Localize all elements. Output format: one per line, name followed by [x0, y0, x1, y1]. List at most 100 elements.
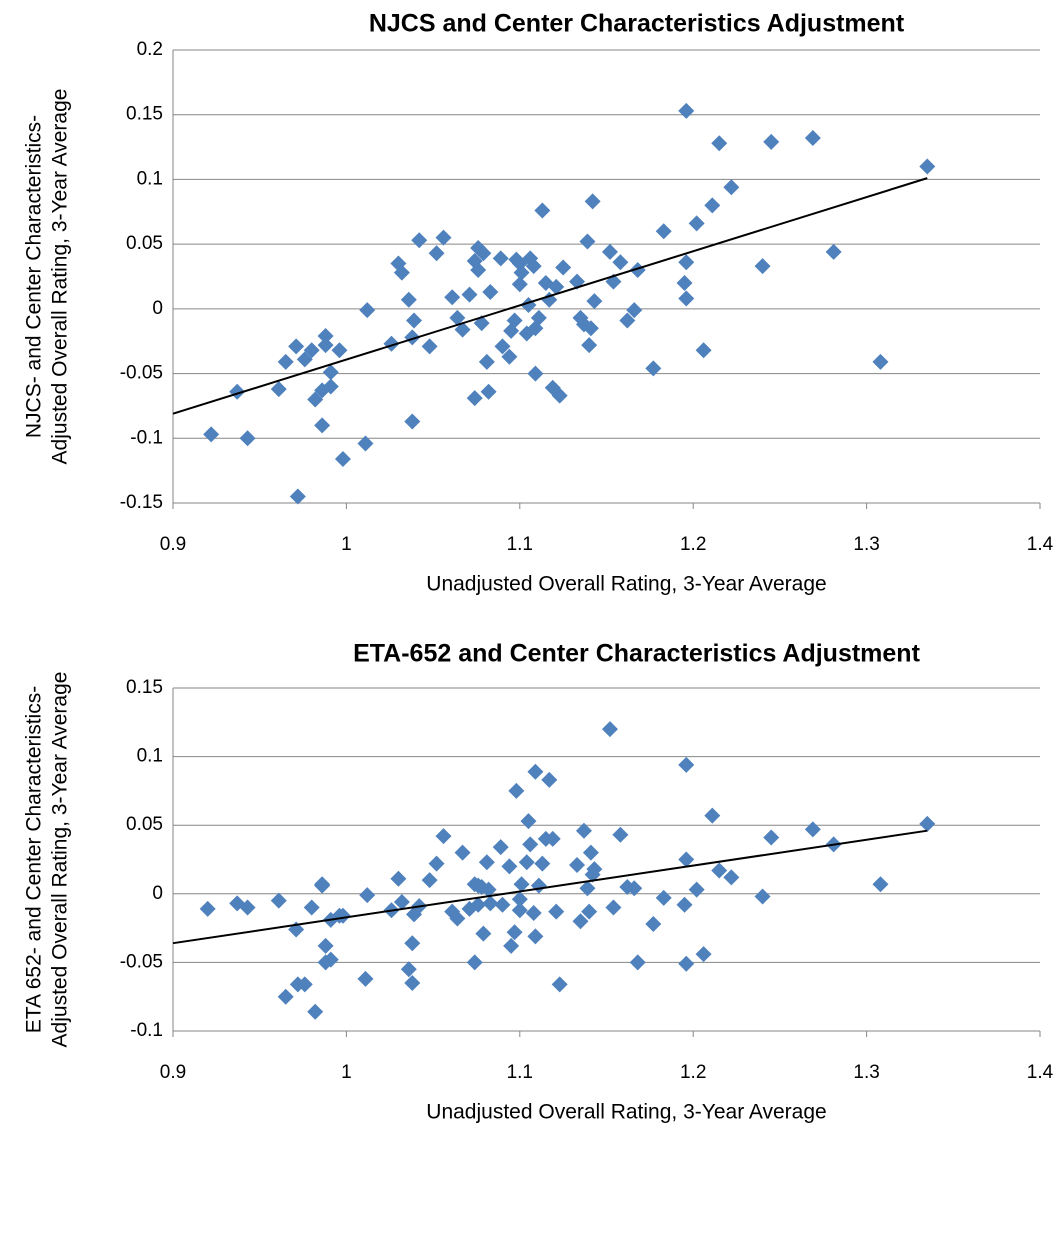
point: [322, 378, 339, 395]
point: [723, 869, 740, 886]
point: [506, 312, 523, 329]
point: [303, 342, 320, 359]
x-tick-label: 1.2: [680, 534, 706, 555]
point: [645, 360, 662, 377]
point: [601, 721, 618, 738]
point: [393, 894, 410, 911]
y-tick-label: -0.1: [130, 1020, 163, 1041]
x-tick-label: 0.9: [160, 1062, 186, 1083]
point: [270, 381, 287, 398]
point: [475, 925, 492, 942]
point: [678, 102, 695, 119]
point: [482, 284, 499, 301]
point: [334, 907, 351, 924]
point: [586, 861, 603, 878]
point: [919, 158, 936, 175]
point: [678, 955, 695, 972]
point: [804, 130, 821, 147]
trend-line: [172, 177, 928, 415]
point: [428, 855, 445, 872]
point: [404, 974, 421, 991]
y-axis-title: NJCS- and Center Characteristics-: [23, 115, 46, 438]
point: [525, 905, 542, 922]
point: [322, 364, 339, 381]
point: [317, 937, 334, 954]
point: [534, 855, 551, 872]
x-tick-label: 1.1: [507, 1062, 533, 1083]
y-tick-label: 0: [152, 298, 163, 319]
point: [466, 390, 483, 407]
point: [501, 858, 518, 875]
point: [678, 756, 695, 773]
x-tick-label: 1.1: [507, 534, 533, 555]
x-tick-label: 0.9: [160, 534, 186, 555]
point: [548, 278, 565, 295]
point: [695, 946, 712, 963]
point: [629, 262, 646, 279]
point: [359, 887, 376, 904]
y-tick-label: 0.05: [126, 233, 163, 254]
point: [480, 383, 497, 400]
point: [421, 338, 438, 355]
y-axis-title: Adjusted Overall Rating, 3-Year Average: [49, 672, 72, 1048]
point: [404, 413, 421, 430]
x-tick-label: 1: [341, 1062, 352, 1083]
point: [239, 899, 256, 916]
x-axis-title: Unadjusted Overall Rating, 3-Year Averag…: [426, 1101, 826, 1124]
point: [288, 338, 305, 355]
point: [470, 262, 487, 279]
point: [203, 426, 220, 443]
point: [508, 782, 525, 799]
point: [383, 335, 400, 352]
y-tick-label: 0.2: [137, 39, 163, 60]
point: [513, 876, 530, 893]
point: [393, 264, 410, 281]
point: [645, 915, 662, 932]
point: [435, 828, 452, 845]
point: [444, 289, 461, 306]
point: [503, 937, 520, 954]
y-tick-label: -0.15: [120, 492, 163, 513]
point: [534, 202, 551, 219]
point: [612, 826, 629, 843]
y-tick-label: -0.05: [120, 951, 163, 972]
point: [551, 976, 568, 993]
point: [357, 435, 374, 452]
point: [400, 961, 417, 978]
y-tick-label: -0.1: [130, 427, 163, 448]
point: [522, 836, 539, 853]
point: [919, 815, 936, 832]
chart-title: NJCS and Center Characteristics Adjustme…: [369, 10, 905, 38]
point: [435, 229, 452, 246]
point: [314, 877, 331, 894]
point: [511, 891, 528, 908]
point: [314, 417, 331, 434]
point: [655, 889, 672, 906]
point: [678, 254, 695, 271]
point: [754, 888, 771, 905]
point: [581, 337, 598, 354]
point: [357, 970, 374, 987]
point: [406, 312, 423, 329]
x-tick-label: 1.2: [680, 1062, 706, 1083]
point: [579, 880, 596, 897]
point: [494, 338, 511, 355]
point: [544, 830, 561, 847]
y-tick-label: 0.15: [126, 104, 163, 125]
point: [763, 829, 780, 846]
point: [501, 348, 518, 365]
point: [520, 813, 537, 830]
point: [527, 365, 544, 382]
point: [359, 302, 376, 319]
point: [331, 342, 348, 359]
point: [239, 430, 256, 447]
point: [527, 763, 544, 780]
point: [390, 870, 407, 887]
point: [579, 233, 596, 250]
point: [411, 232, 428, 249]
point: [303, 899, 320, 916]
point: [404, 935, 421, 952]
trend-line: [172, 829, 928, 945]
